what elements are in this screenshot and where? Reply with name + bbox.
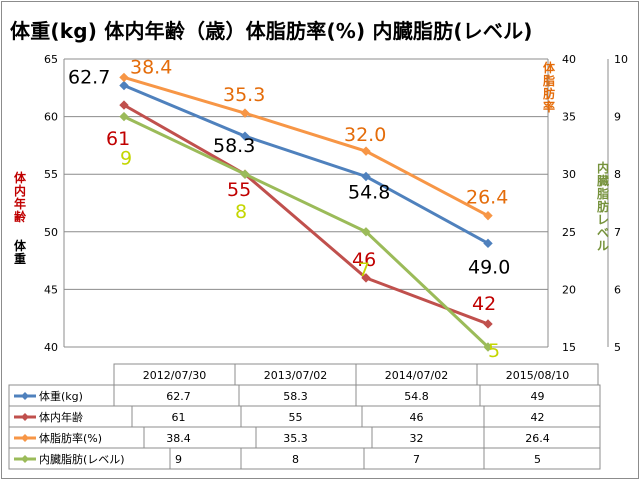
- data-label: 46: [352, 249, 376, 271]
- table-value: 62.7: [166, 390, 191, 403]
- data-point: [119, 111, 129, 122]
- y-tick-right-fat: 25: [562, 226, 576, 239]
- table-row-label: 体内年齢: [39, 410, 83, 424]
- data-point: [119, 80, 129, 91]
- data-label: 5: [488, 340, 500, 362]
- table-row-label: 体重(kg): [39, 389, 83, 403]
- legend-marker: [21, 434, 29, 442]
- data-label: 32.0: [344, 124, 386, 146]
- data-label: 54.8: [348, 182, 390, 204]
- y-tick-right-visceral: 6: [614, 283, 621, 296]
- table-value: 9: [175, 453, 182, 466]
- data-point: [483, 319, 493, 329]
- data-label: 26.4: [466, 187, 508, 209]
- y-axis-title-weight: 体重: [14, 238, 27, 266]
- y-tick-right-visceral: 7: [614, 226, 621, 239]
- y-tick-right-visceral: 5: [614, 341, 621, 354]
- legend-marker: [21, 392, 29, 400]
- data-point: [361, 273, 371, 283]
- table-value: 54.8: [404, 390, 429, 403]
- series-line: [123, 115, 490, 349]
- table-row-label: 内臓脂肪(レベル): [39, 452, 125, 466]
- table-value-cell: [255, 426, 373, 449]
- data-label: 61: [106, 128, 130, 150]
- table-value: 55: [289, 411, 303, 424]
- table-value: 32: [410, 432, 424, 445]
- y-tick-right-fat: 40: [562, 53, 576, 66]
- y-tick-left: 40: [44, 341, 58, 354]
- y-tick-left: 45: [44, 283, 58, 296]
- table-row-label: 体脂肪率(%): [39, 431, 102, 445]
- y-tick-left: 55: [44, 168, 58, 181]
- y-tick-left: 60: [44, 111, 58, 124]
- table-value-cell: [371, 426, 485, 449]
- data-label: 49.0: [468, 256, 510, 278]
- y-tick-right-fat: 35: [562, 111, 576, 124]
- table-header-date: 2012/07/30: [143, 369, 206, 382]
- table-value-cell: [363, 447, 485, 470]
- table-header-date: 2015/08/10: [506, 369, 569, 382]
- y-tick-right-visceral: 9: [614, 111, 621, 124]
- table-value: 38.4: [166, 432, 191, 445]
- legend-marker: [21, 455, 29, 463]
- chart-title: 体重(kg) 体内年齢（歳）体脂肪率(%) 内臓脂肪(レベル): [10, 19, 533, 43]
- data-point: [483, 210, 493, 221]
- table-value: 8: [292, 453, 299, 466]
- table-value-cell: [143, 426, 257, 449]
- table-header-date: 2013/07/02: [264, 369, 327, 382]
- data-label: 42: [472, 293, 496, 315]
- data-point: [361, 171, 371, 182]
- data-label: 62.7: [68, 66, 110, 88]
- data-label: 35.3: [223, 84, 265, 106]
- data-label: 38.4: [130, 56, 172, 78]
- y-tick-left: 65: [44, 53, 58, 66]
- data-point: [361, 146, 371, 156]
- y-axis-title-visceral: 内臓脂肪レベル: [596, 160, 609, 253]
- data-point: [483, 342, 493, 352]
- y-axis-title-age: 体内年齢: [14, 170, 27, 224]
- data-label: 7: [358, 259, 370, 281]
- table-header-date: 2014/07/02: [385, 369, 448, 382]
- y-tick-left: 50: [44, 226, 58, 239]
- data-point: [119, 72, 129, 83]
- table-value: 42: [531, 411, 545, 424]
- y-tick-right-fat: 30: [562, 168, 576, 181]
- data-label: 9: [120, 148, 132, 170]
- table-value-cell: [240, 447, 365, 470]
- legend-marker: [21, 413, 29, 421]
- data-point: [240, 131, 250, 141]
- series-line: [123, 103, 489, 326]
- table-value: 49: [531, 390, 545, 403]
- y-tick-right-fat: 15: [562, 341, 576, 354]
- data-label: 55: [227, 179, 251, 201]
- table-value: 46: [410, 411, 424, 424]
- data-point: [483, 238, 493, 249]
- table-value: 5: [534, 453, 541, 466]
- table-value: 26.4: [525, 432, 550, 445]
- y-tick-right-visceral: 8: [614, 168, 621, 181]
- table-value: 58.3: [283, 390, 308, 403]
- y-axis-title-fat: 体脂肪率: [542, 60, 556, 114]
- series-line: [123, 84, 489, 245]
- table-value-cell: [483, 447, 601, 470]
- data-point: [119, 100, 129, 110]
- data-label: 8: [235, 201, 247, 223]
- data-label: 58.3: [213, 135, 255, 157]
- table-value: 61: [172, 411, 186, 424]
- data-point: [240, 108, 250, 118]
- y-tick-right-visceral: 10: [614, 53, 628, 66]
- y-tick-right-fat: 20: [562, 283, 576, 296]
- table-value-cell: [131, 405, 242, 428]
- series-line: [123, 75, 489, 217]
- table-value: 35.3: [283, 432, 308, 445]
- table-value: 7: [413, 453, 420, 466]
- data-point: [240, 169, 250, 179]
- data-point: [361, 227, 371, 237]
